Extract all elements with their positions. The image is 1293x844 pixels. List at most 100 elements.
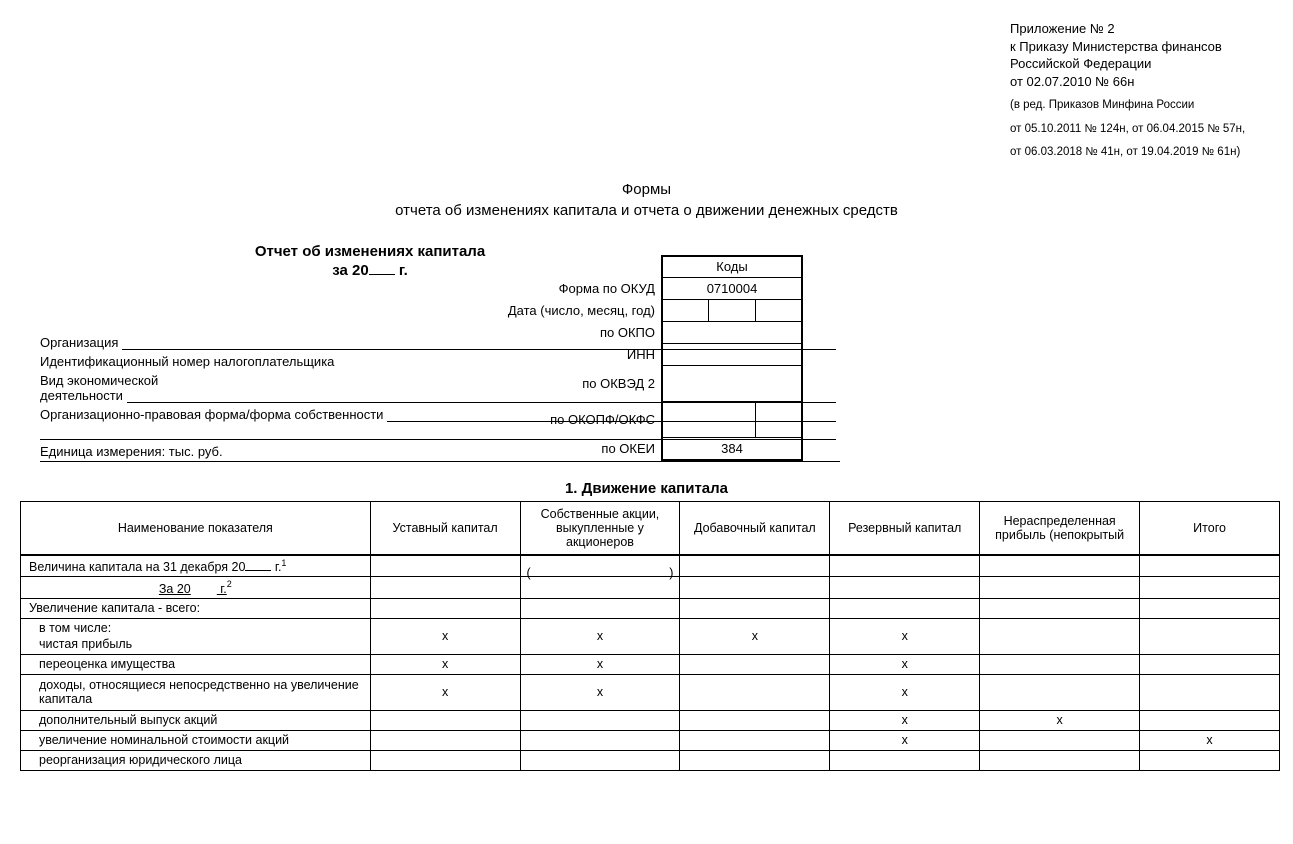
unit-label: Единица измерения: тыс. руб. [40, 444, 223, 459]
cell: х [520, 654, 680, 674]
codes-blank-label [504, 256, 662, 278]
period-suffix: г. [399, 262, 408, 279]
cell [1140, 618, 1280, 654]
table-row: в том числе:чистая прибыльхххх [21, 618, 1280, 654]
date-year [755, 300, 802, 322]
cell [980, 674, 1140, 710]
okpo-label: по ОКПО [504, 322, 662, 344]
okved-value [662, 366, 802, 402]
inn-value [662, 344, 802, 366]
cell [1140, 577, 1280, 598]
okved-label: по ОКВЭД 2 [504, 366, 662, 402]
cell [1140, 555, 1280, 577]
col-2: Собственные акции, выкупленные у акционе… [520, 501, 680, 555]
col-3: Добавочный капитал [680, 501, 830, 555]
row-label: переоценка имущества [21, 654, 371, 674]
cell [1140, 598, 1280, 618]
cell [830, 555, 980, 577]
date-day [662, 300, 709, 322]
okpo-value [662, 322, 802, 344]
cell: х [980, 710, 1140, 730]
annex-block: Приложение № 2 к Приказу Министерства фи… [1010, 20, 1290, 161]
cell [980, 750, 1140, 770]
activity-label-1: Вид экономической [40, 373, 158, 388]
cell [680, 674, 830, 710]
cell [520, 730, 680, 750]
annex-small-1: (в ред. Приказов Минфина России [1010, 98, 1290, 114]
cell [980, 654, 1140, 674]
cell [680, 577, 830, 598]
cell [370, 598, 520, 618]
cell: х [370, 654, 520, 674]
cell [830, 577, 980, 598]
table-row: увеличение номинальной стоимости акцийхх [21, 730, 1280, 750]
cell [370, 750, 520, 770]
col-5: Нераспределенная прибыль (непокрытый [980, 501, 1140, 555]
report-title: Отчет об изменениях капитала [220, 243, 520, 260]
doc-title-line-1: Формы [20, 179, 1273, 200]
section-1-title: 1. Движение капитала [20, 480, 1273, 497]
annex-line-3: Российской Федерации [1010, 55, 1290, 73]
cell [1140, 654, 1280, 674]
cell: х [520, 674, 680, 710]
cell [370, 577, 520, 598]
okud-label: Форма по ОКУД [504, 278, 662, 300]
cell [680, 750, 830, 770]
cell: х [830, 618, 980, 654]
row-label: увеличение номинальной стоимости акций [21, 730, 371, 750]
cell [680, 598, 830, 618]
cell: х [520, 618, 680, 654]
inn-label: ИНН [504, 344, 662, 366]
capital-body: Величина капитала на 31 декабря 20 г.1 ()… [21, 555, 1280, 770]
cell: х [370, 674, 520, 710]
cell [520, 750, 680, 770]
col-1: Уставный капитал [370, 501, 520, 555]
cell [1140, 750, 1280, 770]
col-6: Итого [1140, 501, 1280, 555]
cell [1140, 674, 1280, 710]
annex-small-2: от 05.10.2011 № 124н, от 06.04.2015 № 57… [1010, 122, 1290, 138]
okei-label: по ОКЕИ [504, 438, 662, 460]
okopf-label: по ОКОПФ/ОКФС [504, 402, 662, 438]
capital-table: Наименование показателя Уставный капитал… [20, 501, 1280, 771]
cell [980, 577, 1140, 598]
cell [980, 555, 1140, 577]
row-label: Величина капитала на 31 декабря 20 г.1 [21, 555, 371, 577]
capital-header-row: Наименование показателя Уставный капитал… [21, 501, 1280, 555]
okopf-value [662, 402, 755, 438]
cell: х [1140, 730, 1280, 750]
cell [520, 598, 680, 618]
annex-small-3: от 06.03.2018 № 41н, от 19.04.2019 № 61н… [1010, 145, 1290, 161]
table-row: реорганизация юридического лица [21, 750, 1280, 770]
cell [680, 710, 830, 730]
codes-box: Коды Форма по ОКУД 0710004 Дата (число, … [504, 255, 803, 461]
annex-line-2: к Приказу Министерства финансов [1010, 38, 1290, 56]
col-4: Резервный капитал [830, 501, 980, 555]
date-label: Дата (число, месяц, год) [504, 300, 662, 322]
cell [830, 598, 980, 618]
cell [830, 750, 980, 770]
cell: х [680, 618, 830, 654]
cell [520, 577, 680, 598]
cell [370, 555, 520, 577]
cell: х [830, 654, 980, 674]
meta-area: Коды Форма по ОКУД 0710004 Дата (число, … [20, 285, 1273, 462]
table-row: За 20 г.2 [21, 577, 1280, 598]
table-row: доходы, относящиеся непосредственно на у… [21, 674, 1280, 710]
cell [980, 598, 1140, 618]
report-header: Отчет об изменениях капитала за 20 г. [220, 243, 520, 279]
org-label: Организация [40, 335, 118, 350]
cell [1140, 710, 1280, 730]
table-row: переоценка имуществаххх [21, 654, 1280, 674]
cell: х [830, 674, 980, 710]
year-blank [369, 263, 395, 275]
activity-label-2: деятельности [40, 388, 123, 403]
cell: х [830, 710, 980, 730]
cell [680, 730, 830, 750]
inn-text-label: Идентификационный номер налогоплательщик… [40, 354, 334, 369]
okei-value: 384 [662, 438, 802, 460]
annex-line-1: Приложение № 2 [1010, 20, 1290, 38]
okfs-value [755, 402, 802, 438]
cell [680, 654, 830, 674]
cell: () [520, 555, 680, 577]
